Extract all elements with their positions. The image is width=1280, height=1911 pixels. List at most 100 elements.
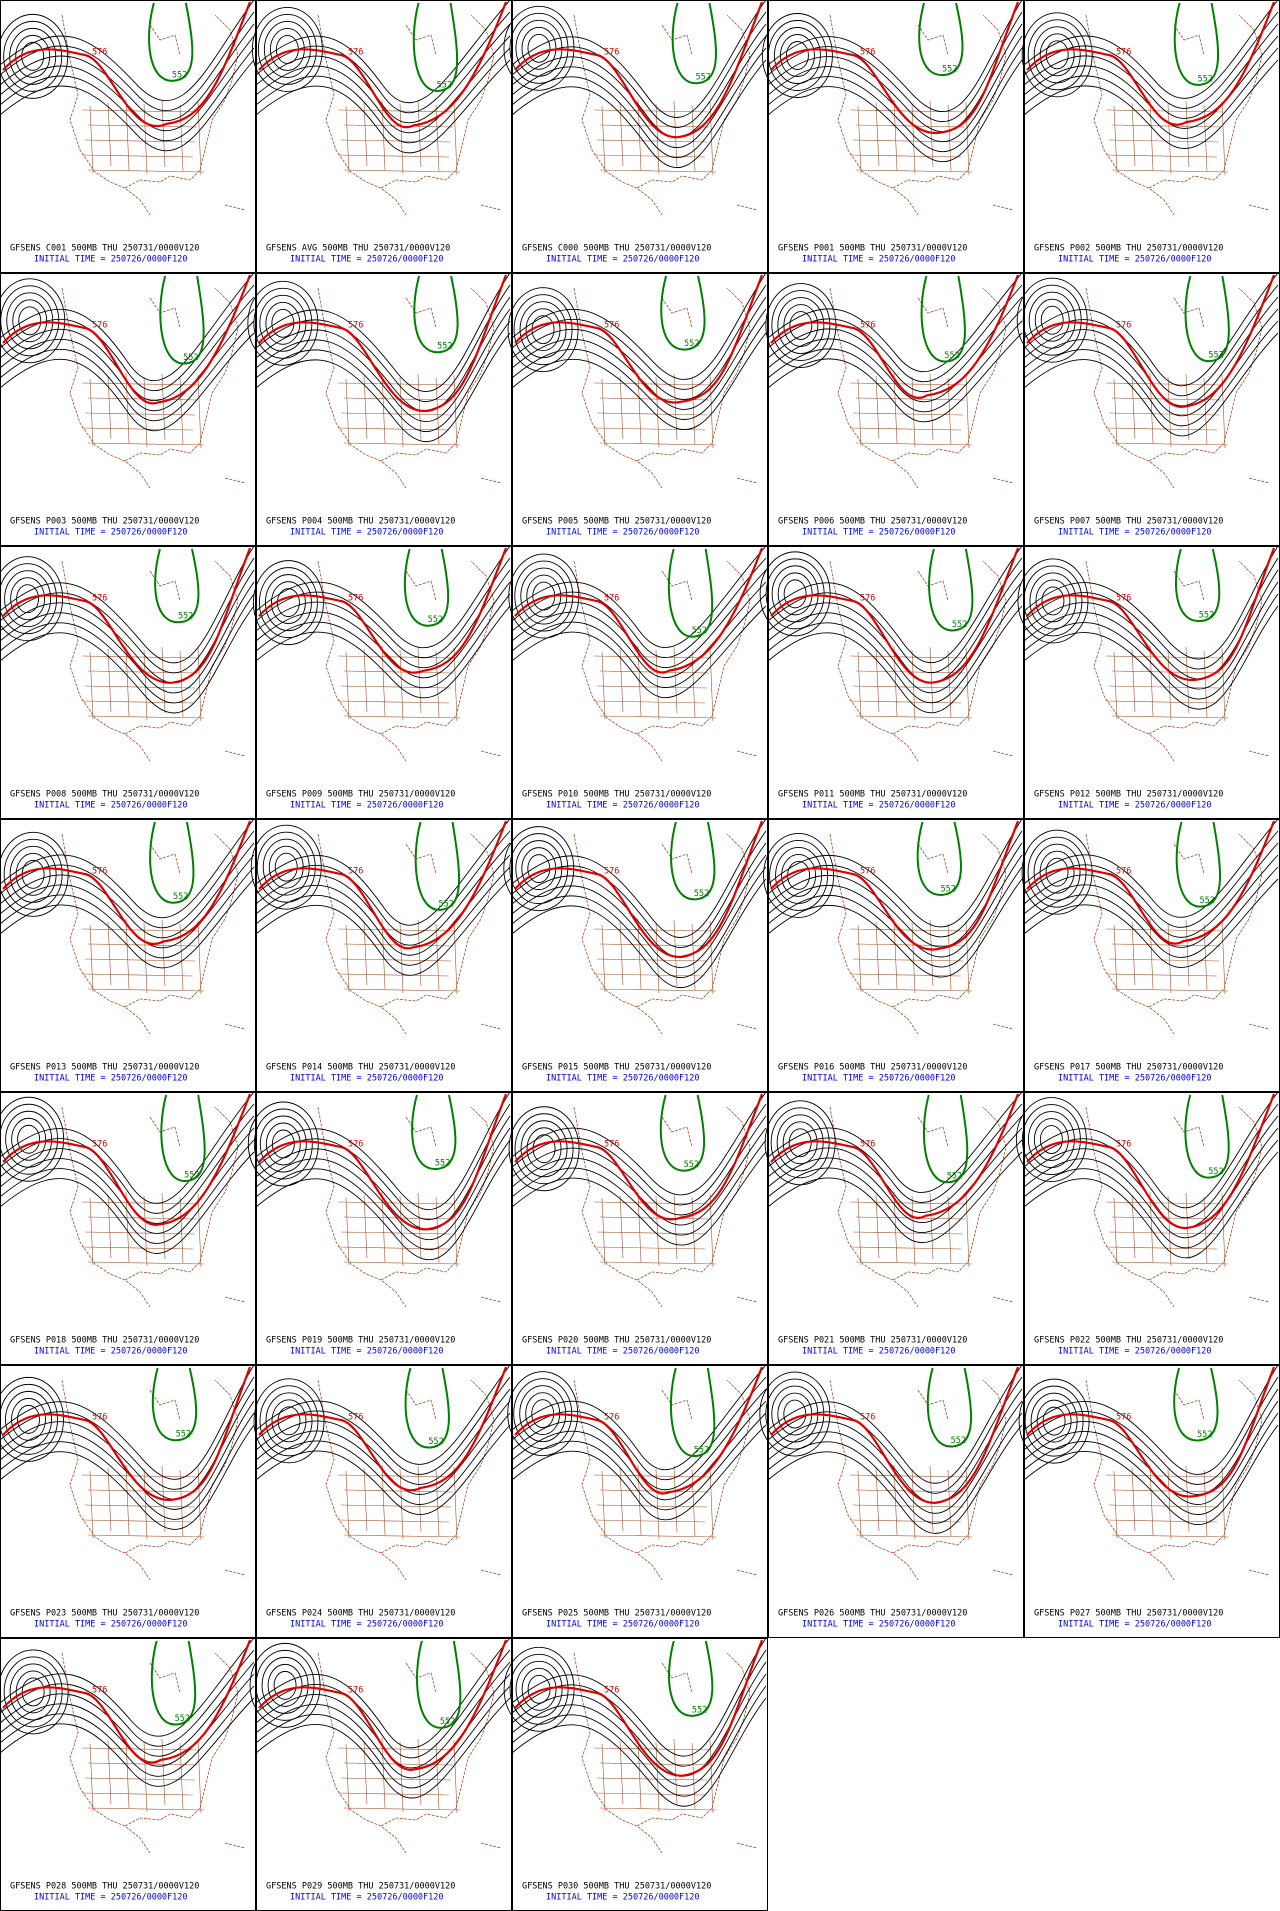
map-panel: 576 552 GFSENS P022 500MB THU 250731/0000V… (1015, 1091, 1280, 1365)
contour-576 (2, 1366, 252, 1501)
contour (274, 852, 298, 882)
contour-552 (659, 1094, 706, 1172)
contour-552 (671, 2, 717, 85)
coastline (61, 1106, 246, 1308)
contour (1023, 272, 1279, 387)
contour-576 (770, 1, 1020, 134)
map-panel: 576 552 GFSENS P024 500MB THU 250731/0000V… (253, 1364, 512, 1638)
contour (1021, 829, 1093, 915)
map-panel: 576 552 GFSENS P006 500MB THU 250731/0000V… (765, 272, 1024, 546)
contour (253, 1378, 325, 1464)
map-panel: 576 552 GFSENS P011 500MB THU 250731/0000V… (759, 545, 1024, 819)
contour (0, 830, 255, 929)
coastline (317, 14, 502, 216)
contour-576 (1026, 274, 1276, 408)
contour (265, 1122, 301, 1166)
contour (511, 605, 767, 698)
panel-frame (512, 1365, 768, 1638)
contour (255, 593, 511, 689)
contour (1023, 320, 1279, 427)
contour (0, 0, 255, 101)
contour-label: 576 (1116, 1413, 1131, 1423)
contour (273, 1670, 297, 1700)
contour (788, 1128, 812, 1158)
contour (511, 35, 767, 148)
contour (511, 23, 767, 138)
contour (255, 1697, 511, 1799)
contour (773, 27, 821, 84)
init-time: INITIAL TIME = 250726/0000F120 (546, 528, 700, 538)
init-time: INITIAL TIME = 250726/0000F120 (546, 1620, 700, 1630)
init-time: INITIAL TIME = 250726/0000F120 (802, 1620, 956, 1630)
contour (1023, 1151, 1279, 1259)
contour-label: 576 (348, 594, 363, 604)
contour (511, 0, 767, 118)
contour-label: 552 (173, 892, 188, 902)
contour-label: 576 (92, 1686, 107, 1696)
panel-frame (1024, 1365, 1280, 1638)
contour-label: 552 (172, 70, 187, 80)
contour (255, 878, 511, 976)
init-time: INITIAL TIME = 250726/0000F120 (546, 1347, 700, 1357)
coastline (61, 1652, 246, 1854)
contour-label: 576 (348, 321, 363, 331)
contour (1023, 1364, 1279, 1475)
panel-title: GFSENS P026 500MB THU 250731/0000V120 (778, 1609, 967, 1619)
contour (255, 1685, 511, 1789)
contour (511, 1364, 767, 1471)
panel-title: GFSENS P016 500MB THU 250731/0000V120 (778, 1063, 967, 1073)
contour (0, 1697, 255, 1787)
contour-552 (154, 548, 200, 624)
contour (1023, 59, 1279, 149)
contour (1023, 1127, 1279, 1239)
panel-title: GFSENS C001 500MB THU 250731/0000V120 (10, 244, 199, 254)
contour (511, 545, 767, 648)
contour (767, 605, 1023, 714)
contour (255, 818, 511, 926)
panel-frame (0, 1092, 256, 1365)
contour (767, 1139, 1023, 1233)
panel-frame (768, 0, 1024, 273)
contour (525, 308, 561, 352)
contour-label: 552 (940, 884, 955, 894)
contour-552 (920, 275, 966, 363)
contour-label: 552 (175, 1714, 190, 1724)
contour (9, 1663, 57, 1721)
contour-576 (1026, 547, 1276, 681)
contour (767, 1091, 1023, 1193)
contour-label: 552 (694, 1445, 709, 1455)
contour (1034, 298, 1070, 342)
contour (1023, 11, 1279, 109)
contour (249, 1642, 321, 1728)
coastline (317, 1106, 502, 1308)
contour (3, 1656, 63, 1728)
contour-label: 576 (604, 594, 619, 604)
coastline (317, 287, 502, 489)
contour-576 (514, 820, 764, 959)
panel-frame (1024, 273, 1280, 546)
state-lines (849, 99, 973, 176)
contour (761, 13, 833, 98)
contour (511, 866, 767, 978)
coastline (61, 560, 246, 762)
contour (255, 59, 511, 154)
contour (1033, 843, 1081, 901)
contour (1023, 830, 1279, 928)
coastline (829, 287, 1014, 489)
contour (789, 311, 813, 340)
contour (4, 570, 52, 628)
contour (511, 1376, 767, 1481)
contour-label: 552 (428, 1437, 443, 1447)
contour (0, 1412, 255, 1520)
init-time: INITIAL TIME = 250726/0000F120 (290, 528, 444, 538)
contour (767, 272, 1023, 372)
map-panel: 576 552 GFSENS P020 500MB THU 250731/0000V… (508, 1091, 768, 1365)
contour (767, 1115, 1023, 1213)
contour-label: 576 (92, 321, 107, 331)
contour (521, 1667, 557, 1711)
contour (0, 1376, 64, 1462)
contour-label: 576 (1116, 321, 1131, 331)
contour-576 (514, 1366, 764, 1495)
init-time: INITIAL TIME = 250726/0000F120 (1058, 1620, 1212, 1630)
contour-552 (928, 548, 974, 632)
